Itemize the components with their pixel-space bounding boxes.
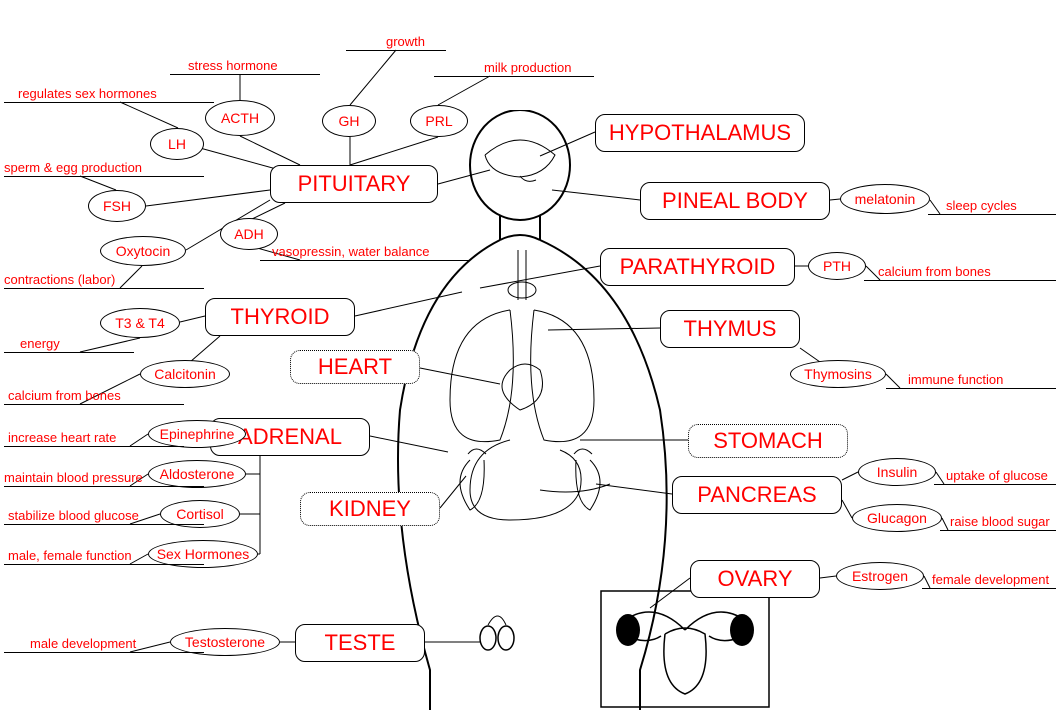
function-underline-stabGluc bbox=[4, 524, 204, 525]
function-calcbones1: calcium from bones bbox=[8, 388, 121, 403]
hormone-t3t4: T3 & T4 bbox=[100, 308, 180, 338]
gland-pineal: PINEAL BODY bbox=[640, 182, 830, 220]
function-underline-incHR bbox=[4, 446, 184, 447]
function-underline-immune bbox=[886, 388, 1056, 389]
hormone-prl: PRL bbox=[410, 105, 468, 137]
hormone-glucagon: Glucagon bbox=[852, 504, 942, 532]
gland-teste: TESTE bbox=[295, 624, 425, 662]
hormone-melatonin: melatonin bbox=[840, 184, 930, 214]
gland-hypothalamus: HYPOTHALAMUS bbox=[595, 114, 805, 152]
function-underline-energy bbox=[4, 352, 134, 353]
function-underline-sperm bbox=[4, 176, 204, 177]
function-underline-growth bbox=[346, 50, 446, 51]
gland-kidney: KIDNEY bbox=[300, 492, 440, 526]
hormone-acth: ACTH bbox=[205, 100, 275, 136]
gland-pancreas: PANCREAS bbox=[672, 476, 842, 514]
function-underline-maleDev bbox=[4, 652, 204, 653]
function-underline-uptake bbox=[934, 484, 1056, 485]
function-milk: milk production bbox=[484, 60, 571, 75]
function-underline-raiseBS bbox=[940, 530, 1056, 531]
hormone-adh: ADH bbox=[220, 218, 278, 250]
function-immune: immune function bbox=[908, 372, 1003, 387]
function-underline-vasopressin bbox=[260, 260, 470, 261]
hormone-fsh: FSH bbox=[88, 190, 146, 222]
function-raiseBS: raise blood sugar bbox=[950, 514, 1050, 529]
hormone-lh: LH bbox=[150, 128, 204, 160]
ovary-inset-box bbox=[600, 590, 770, 708]
hormone-thymosins: Thymosins bbox=[790, 360, 886, 388]
function-underline-maintBP bbox=[4, 486, 204, 487]
function-stress: stress hormone bbox=[188, 58, 278, 73]
function-mfFunc: male, female function bbox=[8, 548, 132, 563]
function-underline-femDev bbox=[922, 588, 1056, 589]
function-contractions: contractions (labor) bbox=[4, 272, 115, 287]
endocrine-diagram: PITUITARY HYPOTHALAMUS PINEAL BODY PARATHYR… bbox=[0, 0, 1060, 716]
function-vasopressin: vasopressin, water balance bbox=[272, 244, 430, 259]
gland-thymus: THYMUS bbox=[660, 310, 800, 348]
hormone-gh: GH bbox=[322, 105, 376, 137]
gland-pituitary: PITUITARY bbox=[270, 165, 438, 203]
function-underline-milk bbox=[434, 76, 594, 77]
function-sleep: sleep cycles bbox=[946, 198, 1017, 213]
function-energy: energy bbox=[20, 336, 60, 351]
function-underline-calcbones2 bbox=[864, 280, 1056, 281]
hormone-epinephrine: Epinephrine bbox=[148, 420, 246, 448]
function-sperm: sperm & egg production bbox=[4, 160, 142, 175]
function-uptake: uptake of glucose bbox=[946, 468, 1048, 483]
function-growth: growth bbox=[386, 34, 425, 49]
hormone-calcitonin: Calcitonin bbox=[140, 360, 230, 388]
function-calcbones2: calcium from bones bbox=[878, 264, 991, 279]
gland-stomach: STOMACH bbox=[688, 424, 848, 458]
gland-thyroid: THYROID bbox=[205, 298, 355, 336]
gland-parathyroid: PARATHYROID bbox=[600, 248, 795, 286]
function-maintBP: maintain blood pressure bbox=[4, 470, 143, 485]
hormone-aldosterone: Aldosterone bbox=[148, 460, 246, 488]
function-stabGluc: stabilize blood glucose bbox=[8, 508, 139, 523]
function-femDev: female development bbox=[932, 572, 1049, 587]
function-underline-mfFunc bbox=[4, 564, 204, 565]
function-underline-regsex bbox=[4, 102, 214, 103]
gland-heart: HEART bbox=[290, 350, 420, 384]
function-regsex: regulates sex hormones bbox=[18, 86, 157, 101]
function-maleDev: male development bbox=[30, 636, 136, 651]
function-underline-calcbones1 bbox=[4, 404, 184, 405]
hormone-estrogen: Estrogen bbox=[836, 562, 924, 590]
function-incHR: increase heart rate bbox=[8, 430, 116, 445]
function-underline-sleep bbox=[928, 214, 1056, 215]
hormone-oxytocin: Oxytocin bbox=[100, 236, 186, 266]
hormone-pth: PTH bbox=[808, 252, 866, 280]
gland-ovary: OVARY bbox=[690, 560, 820, 598]
function-underline-stress bbox=[170, 74, 320, 75]
function-underline-contractions bbox=[4, 288, 204, 289]
hormone-insulin: Insulin bbox=[858, 458, 936, 486]
